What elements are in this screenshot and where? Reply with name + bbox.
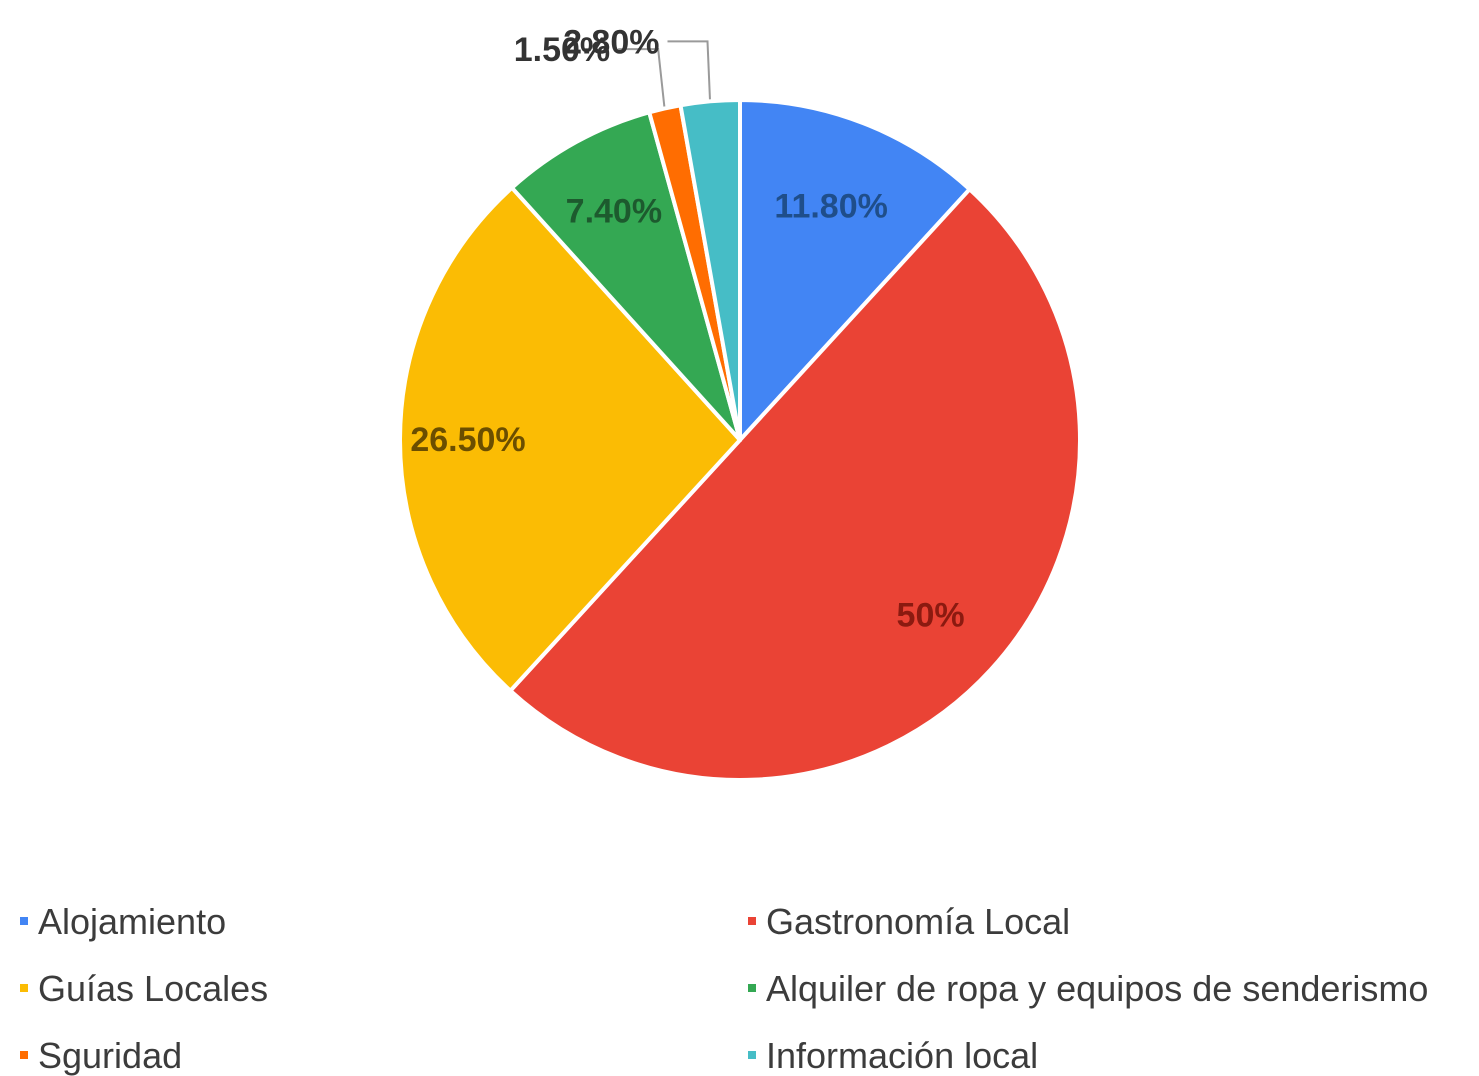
legend-item: Gastronomía Local: [748, 902, 1070, 942]
data-label: 7.40%: [566, 193, 662, 231]
legend-item: Alquiler de ropa y equipos de senderismo: [748, 969, 1428, 1009]
pie-chart: 11.80% 50% 26.50% 7.40% 1.50%2.80%: [398, 23, 1082, 782]
legend-swatch: [20, 1051, 28, 1060]
data-label: 26.50%: [410, 421, 525, 459]
data-label: 11.80%: [774, 187, 887, 225]
leader-line: [667, 40, 711, 100]
legend-label: Alojamiento: [38, 901, 227, 942]
legend-label: Gastronomía Local: [766, 901, 1071, 942]
data-label: 1.50%: [514, 31, 610, 69]
legend-item: Alojamiento: [20, 902, 226, 942]
leader-line: [618, 48, 666, 107]
legend-swatch: [748, 1051, 756, 1060]
legend-item: Sguridad: [20, 1036, 182, 1076]
pie-slice-informaci-n-local: [678, 98, 742, 442]
pie-slice-gu-as-locales: [398, 185, 742, 693]
legend-swatch: [748, 984, 756, 993]
data-label: 50%: [897, 597, 965, 635]
legend-label: Guías Locales: [38, 968, 269, 1009]
legend-swatch: [748, 917, 756, 926]
legend-item: Información local: [748, 1036, 1038, 1076]
pie-slice-gastronom-a-local: [508, 187, 1082, 782]
data-label: 2.80%: [563, 23, 659, 61]
legend-swatch: [20, 984, 28, 993]
pie-slice-alquiler-de-ropa-y-equipos-de-senderismo: [509, 110, 742, 442]
legend-label: Información local: [766, 1035, 1039, 1076]
legend-swatch: [20, 917, 28, 926]
legend-item: Guías Locales: [20, 969, 268, 1009]
legend-label: Alquiler de ropa y equipos de senderismo: [766, 968, 1429, 1009]
legend-label: Sguridad: [38, 1035, 183, 1076]
pie-slice-alojamiento: [738, 98, 972, 442]
